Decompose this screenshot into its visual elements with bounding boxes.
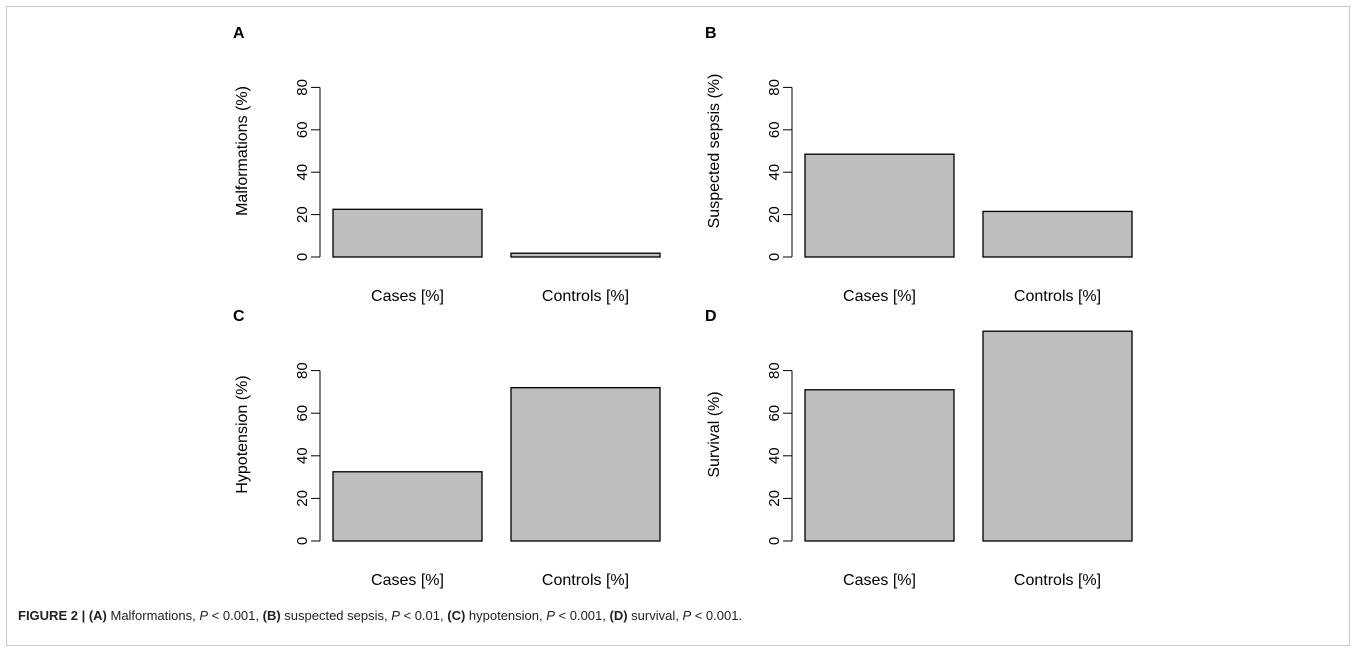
panel-a-y-tick-label: 80 <box>294 79 311 96</box>
panel-b-category-label: Cases [%] <box>843 288 916 305</box>
panel-a-category-label: Controls [%] <box>542 288 629 305</box>
panel-b-y-axis-title: Suspected sepsis (%) <box>706 74 723 229</box>
panel-b-category-label: Controls [%] <box>1014 288 1101 305</box>
panel-d-y-tick-label: 40 <box>766 447 783 464</box>
panel-d-y-tick-label: 20 <box>766 490 783 507</box>
panel-d-bar-controls <box>982 330 1133 542</box>
panel-b-label: B <box>705 25 717 42</box>
panel-d-y-tick-label: 80 <box>766 362 783 379</box>
panel-b-y-tick-label: 80 <box>766 79 783 96</box>
panel-d-category-label: Cases [%] <box>843 572 916 589</box>
figure-caption: FIGURE 2 | (A) Malformations, P < 0.001,… <box>18 608 1338 623</box>
caption-figure-label: FIGURE 2 | <box>18 608 86 623</box>
caption-c-p-symbol: P <box>546 608 555 623</box>
caption-d-p-symbol: P <box>682 608 692 623</box>
panel-a-bar-controls <box>510 252 661 258</box>
panel-d-label: D <box>705 308 717 325</box>
panel-a-label: A <box>233 25 245 42</box>
panel-c-y-tick-label: 20 <box>294 490 311 507</box>
caption-b-tag: (B) <box>262 608 281 623</box>
figure-chart-area: A 0 20 40 60 80 Malformations (%) Cases [%] Cont… <box>233 25 1133 589</box>
panel-a-y-tick-label: 0 <box>294 253 311 261</box>
caption-a-tag: (A) <box>88 608 107 623</box>
caption-d-text: survival, <box>627 608 683 623</box>
panel-c-y-tick-label: 0 <box>294 537 311 545</box>
panel-c-bar-cases <box>332 471 483 542</box>
caption-b-p: < 0.01, <box>399 608 448 623</box>
caption-a-p-symbol: P <box>199 608 209 623</box>
panel-c-label: C <box>233 308 245 325</box>
panel-b-bar-cases <box>804 153 955 258</box>
caption-b-p-symbol: P <box>391 608 400 623</box>
panel-c-category-label: Controls [%] <box>542 572 629 589</box>
caption-b-text: suspected sepsis, <box>280 608 392 623</box>
panel-a-bar-cases <box>332 208 483 258</box>
panel-c-y-tick-label: 40 <box>294 447 311 464</box>
panel-b-y-tick-label: 20 <box>766 206 783 223</box>
panel-a-y-tick-label: 40 <box>294 164 311 181</box>
caption-a-p: < 0.001, <box>208 608 263 623</box>
caption-d-p: < 0.001. <box>691 608 743 623</box>
panel-d-y-tick-label: 0 <box>766 537 783 545</box>
panel-b-y-tick-label: 40 <box>766 164 783 181</box>
panel-c-bar-controls <box>510 386 661 542</box>
panel-c-y-tick-label: 60 <box>294 405 311 422</box>
panel-b-y-tick-label: 0 <box>766 253 783 261</box>
panel-b-y-tick-label: 60 <box>766 121 783 138</box>
panel-d-bar-cases <box>804 389 955 542</box>
panel-b-bar-controls <box>982 210 1133 258</box>
panel-c-category-label: Cases [%] <box>371 572 444 589</box>
panel-a-y-axis-title: Malformations (%) <box>234 86 251 216</box>
panel-a-y-tick-label: 60 <box>294 121 311 138</box>
panel-d-y-tick-label: 60 <box>766 405 783 422</box>
caption-a-text: Malformations, <box>106 608 200 623</box>
panel-d-y-axis-title: Survival (%) <box>706 391 723 477</box>
caption-c-text: hypotension, <box>465 608 547 623</box>
caption-c-tag: (C) <box>447 608 466 623</box>
caption-c-p: < 0.001, <box>554 608 610 623</box>
panel-d-category-label: Controls [%] <box>1014 572 1101 589</box>
panel-c-y-axis-title: Hypotension (%) <box>234 375 251 493</box>
panel-c-y-tick-label: 80 <box>294 362 311 379</box>
panel-a-category-label: Cases [%] <box>371 288 444 305</box>
caption-d-tag: (D) <box>609 608 628 623</box>
panel-a-y-tick-label: 20 <box>294 206 311 223</box>
